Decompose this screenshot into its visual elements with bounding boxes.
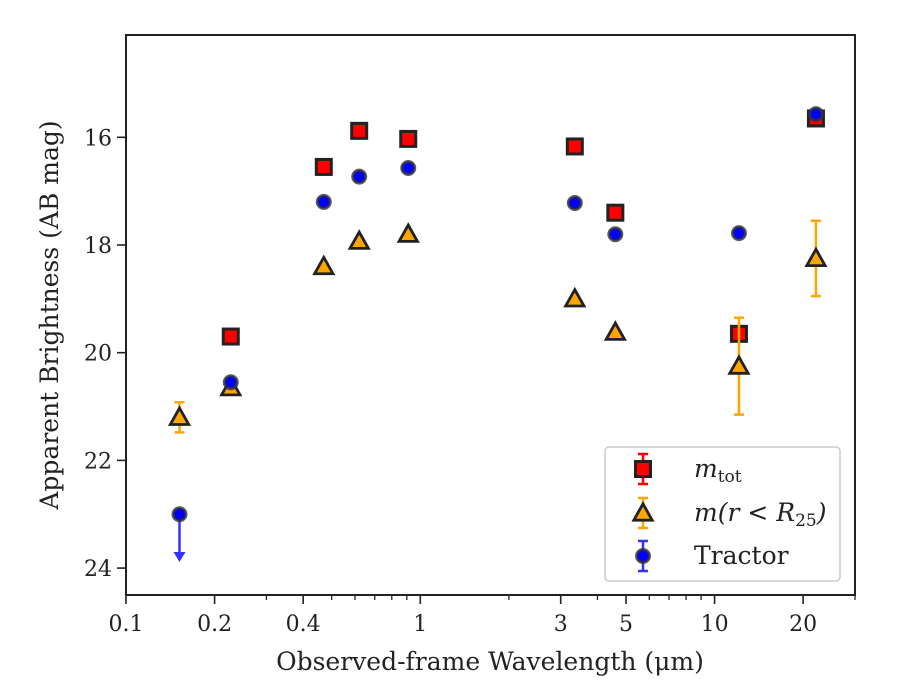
y-tick-label: 22 <box>84 449 112 474</box>
y-tick-label: 18 <box>84 234 112 259</box>
legend-label: mtot <box>694 454 742 487</box>
legend-marker <box>631 500 655 522</box>
legend-entry-m-tot: mtot <box>634 452 742 487</box>
data-marks <box>167 106 828 562</box>
circle-point <box>566 195 583 211</box>
x-tick-label: 5 <box>619 612 633 637</box>
circle-point <box>171 506 188 523</box>
legend-marker <box>634 460 652 478</box>
circle-point <box>730 225 747 242</box>
x-tick-label: 3 <box>554 612 568 637</box>
plot-frame <box>125 34 856 596</box>
x-tick-label: 0.4 <box>286 612 321 637</box>
square-point <box>399 129 418 148</box>
square-point <box>314 157 333 176</box>
legend-entry-m-r25: m(r < R25) <box>631 496 826 531</box>
legend-label: m(r < R25) <box>694 498 826 531</box>
circle-point <box>222 374 239 391</box>
triangle-point <box>167 405 192 426</box>
square-point <box>350 121 369 140</box>
x-tick-label: 0.1 <box>109 612 144 637</box>
y-axis: 16 18 20 22 24 <box>84 126 126 582</box>
square-point <box>606 203 625 222</box>
circle-point <box>400 160 417 176</box>
y-tick-label: 20 <box>84 342 112 367</box>
circle-point <box>315 193 332 210</box>
x-tick-label: 0.2 <box>197 612 232 637</box>
legend-marker <box>635 548 651 564</box>
triangle-point <box>563 286 587 308</box>
triangle-point <box>347 229 371 250</box>
upper-limit-arrowhead <box>173 552 186 562</box>
square-point <box>221 327 240 346</box>
y-tick-label: 24 <box>84 557 112 582</box>
series-tractor <box>171 106 824 562</box>
legend-entry-tractor: Tractor <box>635 539 789 573</box>
square-point <box>565 137 584 156</box>
legend-label: Tractor <box>694 541 789 570</box>
x-axis-label: Observed-frame Wavelength (μm) <box>276 647 704 676</box>
triangle-point <box>727 354 751 375</box>
triangle-point <box>804 246 828 268</box>
y-axis-label: Apparent Brightness (AB mag) <box>35 120 64 510</box>
x-tick-label: 10 <box>701 612 729 637</box>
legend: mtot m(r < R25) Tractor <box>604 446 841 582</box>
triangle-point <box>603 320 627 341</box>
legend-frame <box>604 446 841 582</box>
circle-point <box>607 226 624 243</box>
series-m-r25 <box>167 219 828 434</box>
y-tick-label: 16 <box>84 126 112 151</box>
triangle-point <box>312 254 336 276</box>
circle-point <box>807 106 824 123</box>
x-axis: 0.1 0.2 0.4 1 3 5 10 20 <box>109 595 856 637</box>
x-tick-label: 20 <box>789 612 817 637</box>
triangle-point <box>396 222 420 243</box>
circle-point <box>351 168 368 185</box>
x-tick-label: 1 <box>413 612 427 637</box>
